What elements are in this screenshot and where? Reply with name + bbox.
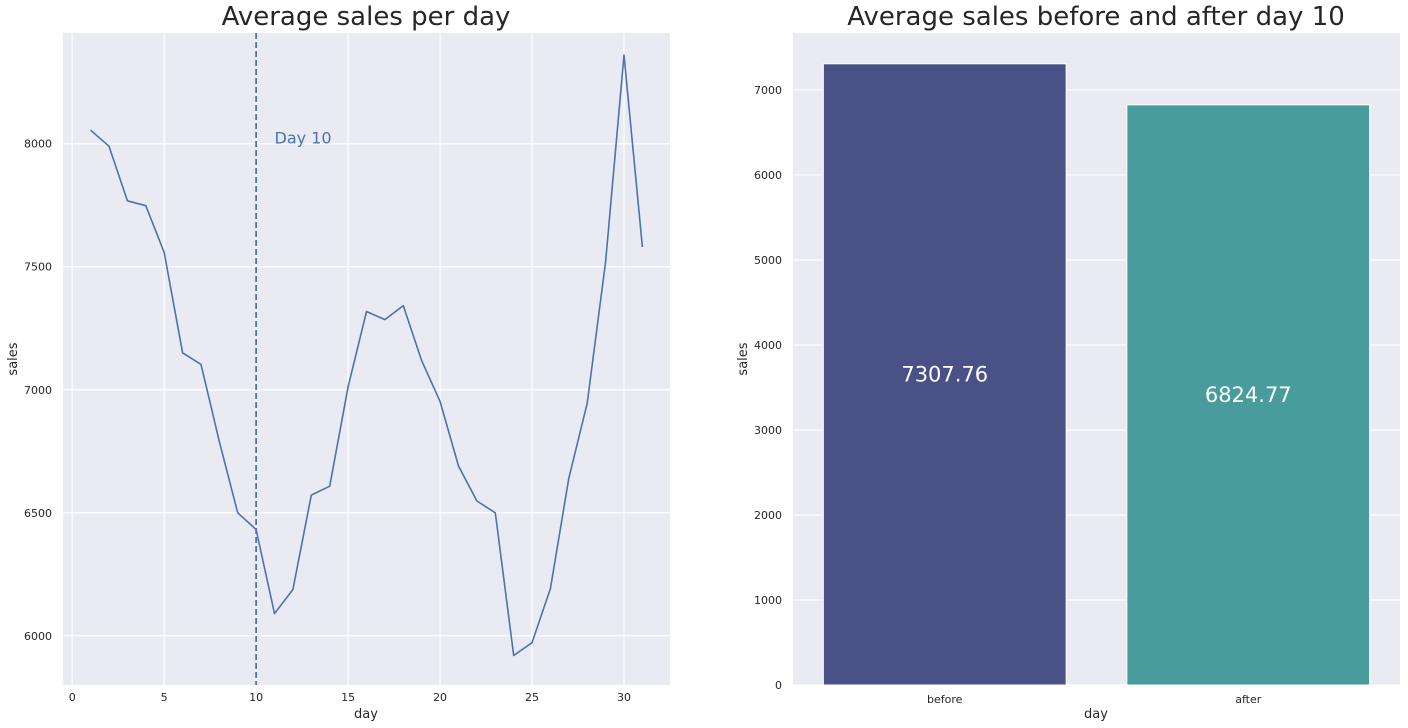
bar-chart-x-axis-label: day bbox=[1084, 707, 1108, 722]
bar-chart-y-ticks: 0 1000 2000 3000 4000 5000 6000 7000 bbox=[754, 84, 782, 692]
bar-chart-y-tick-label: 4000 bbox=[754, 339, 782, 352]
line-chart-x-tick-label: 15 bbox=[341, 691, 355, 704]
bar-chart-y-tick-label: 6000 bbox=[754, 169, 782, 182]
bar-chart-y-tick-label: 5000 bbox=[754, 254, 782, 267]
bar-chart-x-tick-label: before bbox=[927, 693, 963, 706]
line-chart-x-axis-label: day bbox=[354, 707, 378, 722]
bar-chart: 7307.76 6824.77 before after 0 1000 2000 3000… bbox=[736, 2, 1400, 722]
bar-value-label: 6824.77 bbox=[1205, 383, 1292, 407]
line-chart-title: Average sales per day bbox=[222, 2, 511, 32]
line-chart-x-tick-label: 10 bbox=[249, 691, 263, 704]
bar-value-label: 7307.76 bbox=[901, 362, 988, 386]
bar-chart-title: Average sales before and after day 10 bbox=[847, 2, 1345, 32]
line-chart-x-tick-label: 5 bbox=[161, 691, 168, 704]
line-chart-y-ticks: 6000 6500 7000 7500 8000 bbox=[24, 138, 52, 643]
bar-chart-y-tick-label: 2000 bbox=[754, 509, 782, 522]
bar-chart-y-tick-label: 7000 bbox=[754, 84, 782, 97]
bar-after bbox=[1126, 104, 1371, 686]
line-chart: Day 10 0 5 10 15 20 25 30 6000 6500 7000 7500 8000… bbox=[6, 2, 670, 722]
bar-chart-y-axis-label: sales bbox=[736, 342, 751, 375]
line-chart-x-tick-label: 30 bbox=[617, 691, 631, 704]
line-chart-y-tick-label: 6500 bbox=[24, 507, 52, 520]
line-chart-annotation: Day 10 bbox=[275, 129, 332, 148]
line-chart-y-tick-label: 6000 bbox=[24, 630, 52, 643]
bar-chart-bars-layer: 7307.76 6824.77 bbox=[822, 63, 1371, 686]
bar-before bbox=[822, 63, 1067, 686]
bar-chart-y-tick-label: 0 bbox=[775, 679, 782, 692]
line-chart-series-layer: Day 10 bbox=[90, 33, 644, 685]
line-chart-series-line bbox=[90, 54, 644, 657]
line-chart-y-tick-label: 8000 bbox=[24, 138, 52, 151]
line-chart-y-tick-label: 7500 bbox=[24, 261, 52, 274]
line-chart-x-tick-label: 25 bbox=[525, 691, 539, 704]
line-chart-x-tick-label: 20 bbox=[433, 691, 447, 704]
bar-chart-x-tick-label: after bbox=[1235, 693, 1262, 706]
line-chart-x-tick-label: 0 bbox=[69, 691, 76, 704]
bar-chart-y-tick-label: 1000 bbox=[754, 594, 782, 607]
bar-chart-x-ticks: before after bbox=[927, 693, 1262, 706]
bar-chart-y-tick-label: 3000 bbox=[754, 424, 782, 437]
line-chart-x-ticks: 0 5 10 15 20 25 30 bbox=[69, 691, 631, 704]
line-chart-plot-area bbox=[63, 33, 670, 685]
line-chart-y-tick-label: 7000 bbox=[24, 384, 52, 397]
line-chart-y-axis-label: sales bbox=[6, 342, 21, 375]
